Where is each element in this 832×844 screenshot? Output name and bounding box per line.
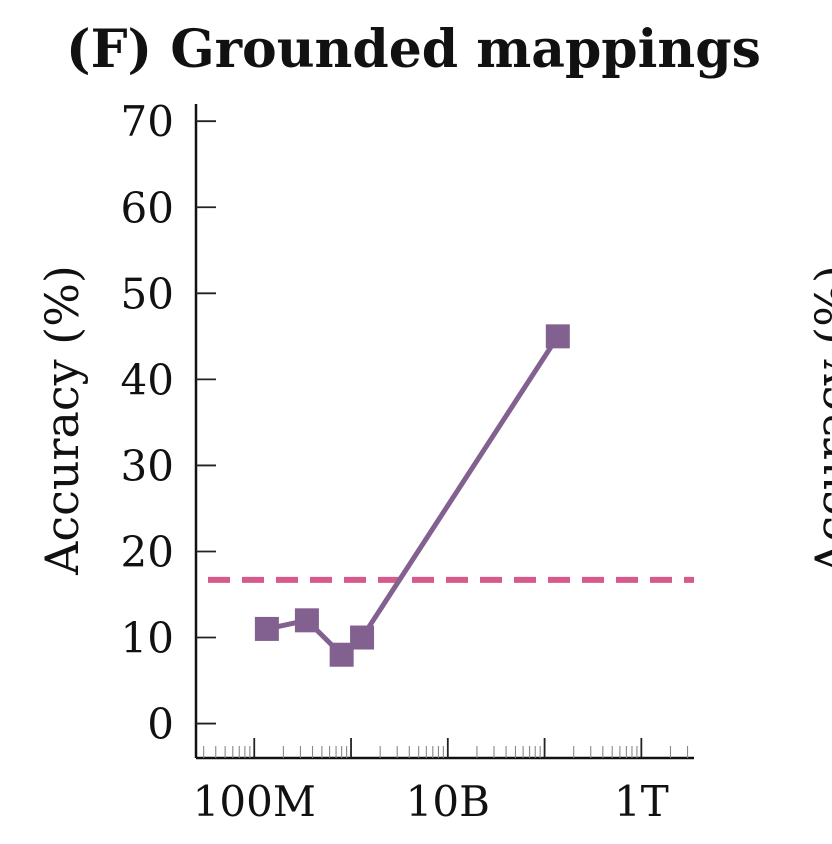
y-tick-label: 50 [121,269,174,318]
neighbor-panel-fragment: Accuracy (%) [805,265,832,576]
data-point-marker [350,625,375,650]
neighbor-y-axis-label: Accuracy (%) [805,265,832,576]
x-tick-label: 10B [406,777,490,826]
y-tick-label: 40 [121,355,174,404]
y-tick-label: 0 [147,700,174,749]
data-point-marker [545,324,570,349]
y-axis-label: Accuracy (%) [35,265,89,576]
y-tick-label: 70 [121,97,174,146]
axes [194,104,694,760]
series-line [266,334,560,658]
y-tick-label: 20 [121,527,174,576]
y-tick-label: 10 [121,614,174,663]
y-ticks: 0 10 20 30 40 50 60 70 [121,97,216,749]
y-tick-label: 60 [121,183,174,232]
data-point-marker [254,616,279,641]
x-tick-label: 100M [193,777,316,826]
x-ticks: 100M 10B 1T [193,738,689,826]
y-tick-label: 30 [121,441,174,490]
chart-title: (F) Grounded mappings [66,19,761,80]
data-point-marker [329,642,354,667]
series [254,324,570,667]
data-point-marker [294,608,319,633]
x-tick-label: 1T [614,777,669,826]
